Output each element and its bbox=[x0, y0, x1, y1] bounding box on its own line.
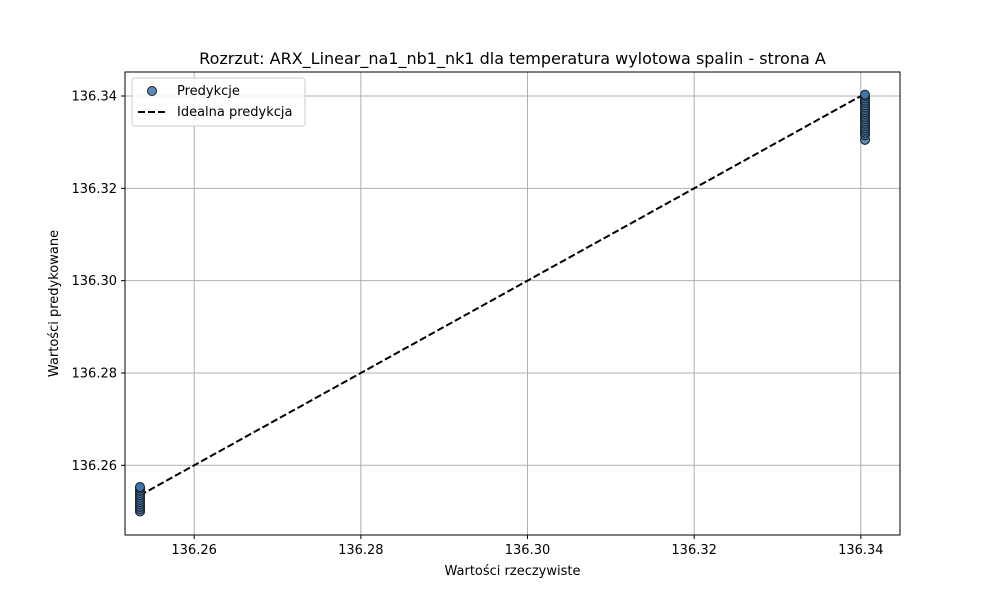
axis-ticks: 136.26 136.28 136.30 136.32 136.34 136.26 136.… bbox=[72, 90, 884, 558]
x-tick-label: 136.26 bbox=[171, 543, 217, 558]
y-tick-label: 136.32 bbox=[72, 182, 118, 197]
plot-area bbox=[135, 89, 870, 517]
y-tick-label: 136.26 bbox=[72, 459, 118, 474]
legend-label-predykcje: Predykcje bbox=[177, 84, 240, 99]
scatter-point bbox=[860, 89, 870, 100]
chart-title: Rozrzut: ARX_Linear_na1_nb1_nk1 dla temp… bbox=[199, 49, 826, 69]
legend-marker-predykcje bbox=[147, 86, 157, 96]
scatter-point bbox=[135, 481, 145, 492]
y-axis-label: Wartości predykowane bbox=[47, 230, 62, 377]
x-tick-label: 136.34 bbox=[838, 543, 884, 558]
axes-frame bbox=[124, 71, 901, 536]
x-tick-label: 136.28 bbox=[338, 543, 384, 558]
y-tick-label: 136.28 bbox=[72, 366, 118, 381]
y-tick-label: 136.34 bbox=[72, 90, 118, 105]
x-axis-label: Wartości rzeczywiste bbox=[445, 564, 581, 579]
legend-box bbox=[131, 77, 306, 127]
grid bbox=[125, 72, 900, 535]
x-tick-label: 136.30 bbox=[505, 543, 551, 558]
x-tick-label: 136.32 bbox=[671, 543, 717, 558]
legend-label-idealna: Idealna predykcja bbox=[177, 105, 293, 120]
legend: Predykcje Idealna predykcja bbox=[131, 77, 306, 127]
y-tick-label: 136.30 bbox=[72, 274, 118, 289]
ideal-prediction-line bbox=[139, 92, 866, 497]
